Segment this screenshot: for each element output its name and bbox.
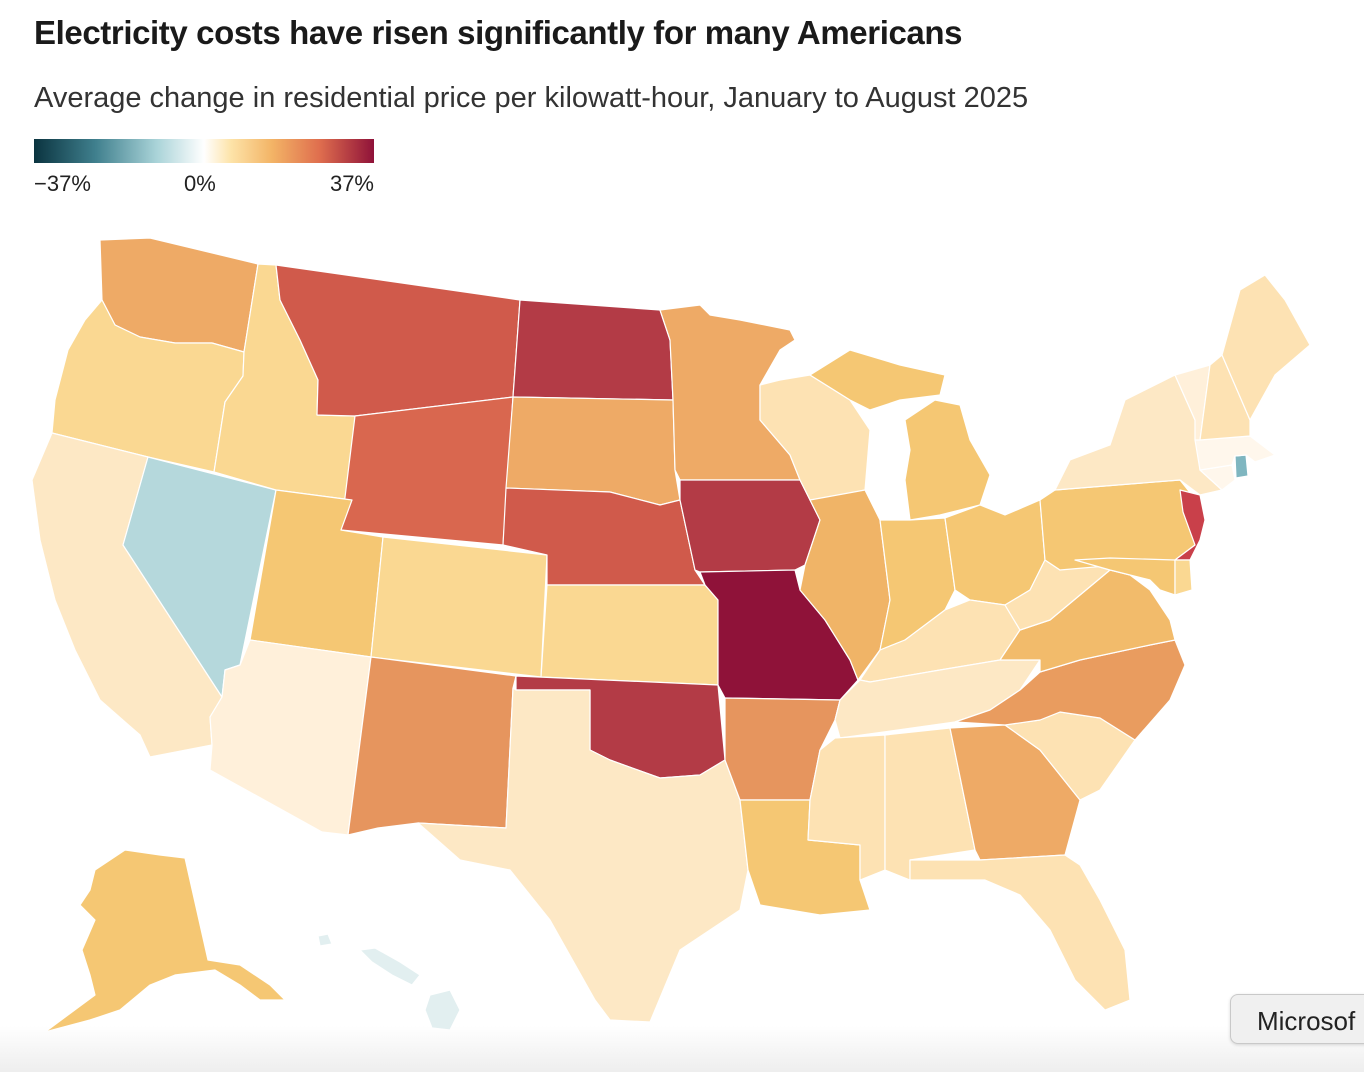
state-NE[interactable] (502, 487, 706, 586)
state-MA[interactable] (1194, 435, 1276, 471)
state-DE[interactable] (1174, 559, 1193, 596)
state-VT[interactable] (1174, 364, 1211, 441)
state-ND[interactable] (512, 299, 674, 401)
state-KS[interactable] (540, 584, 719, 686)
state-NM[interactable] (347, 656, 517, 836)
state-NH[interactable] (1199, 354, 1251, 441)
state-MI[interactable] (809, 349, 946, 411)
legend-min-label: −37% (34, 171, 91, 196)
chart-subtitle: Average change in residential price per … (34, 82, 1029, 114)
state-TX[interactable] (417, 687, 749, 1023)
microsoft-overlay-button[interactable]: Microsof (1230, 994, 1364, 1044)
state-IL[interactable] (799, 489, 891, 681)
state-CO[interactable] (370, 536, 548, 678)
state-AZ[interactable] (209, 639, 372, 836)
state-HI-kauai[interactable] (317, 933, 333, 947)
state-HI-islands[interactable] (359, 947, 421, 986)
state-HI[interactable] (424, 989, 461, 1031)
legend-max-label: 37% (329, 171, 374, 196)
state-FL[interactable] (909, 854, 1131, 1011)
state-IA[interactable] (679, 479, 821, 573)
state-RI[interactable] (1234, 454, 1249, 479)
state-PA[interactable] (1039, 479, 1201, 571)
chart-title: Electricity costs have risen significant… (34, 14, 963, 51)
legend-gradient-bar (34, 139, 374, 163)
state-MD[interactable] (1074, 557, 1176, 596)
color-legend: −37% 0% 37% (34, 139, 374, 199)
state-ME[interactable] (1221, 274, 1311, 421)
state-MI-lower[interactable] (904, 399, 991, 521)
state-WY[interactable] (340, 396, 514, 546)
legend-labels: −37% 0% 37% (34, 171, 374, 199)
bottom-fade (0, 1026, 1364, 1072)
state-AK[interactable] (44, 849, 286, 1033)
legend-mid-label: 0% (184, 171, 216, 196)
state-MO[interactable] (699, 569, 859, 701)
